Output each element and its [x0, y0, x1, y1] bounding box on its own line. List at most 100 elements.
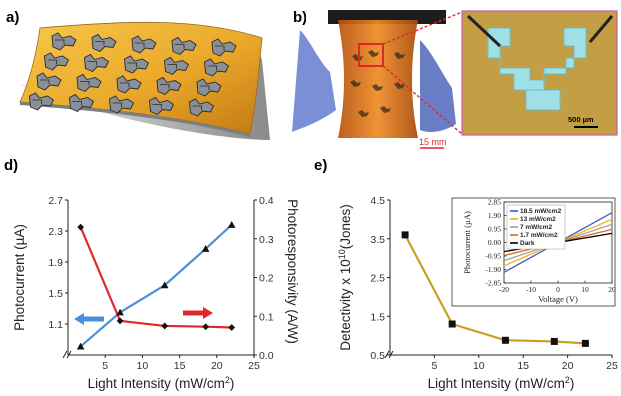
x-tick-label: 25: [248, 360, 260, 372]
x-tick-label: 15: [517, 360, 529, 372]
inset-y-axis-title: Photocurrent (µA): [462, 211, 472, 274]
film-device: [380, 106, 391, 113]
responsivity-point: [202, 323, 210, 331]
inset-x-tick-label: 20: [608, 285, 616, 294]
device-trace: [135, 42, 145, 47]
photocurrent-point: [227, 221, 236, 228]
device-channel: [525, 89, 561, 111]
detectivity-point: [501, 336, 509, 344]
device-trace: [72, 101, 82, 106]
left-y-tick-label: 1.9: [48, 257, 63, 269]
inset-x-tick-label: 0: [556, 285, 560, 294]
device-trace: [80, 81, 90, 86]
x-tick-label: 10: [473, 360, 485, 372]
panel-b: b) 15 mm 500 µm: [292, 9, 618, 149]
left-y-tick-label: 2.3: [48, 226, 63, 238]
responsivity-point: [161, 322, 169, 330]
right-y-tick-label: 0.2: [259, 273, 274, 285]
inset-y-tick-label: 0.00: [488, 238, 501, 247]
inset-legend-label: 1.7 mW/cm2: [520, 232, 558, 239]
right-y-tick-label: 0.4: [259, 195, 274, 207]
photocurrent-line: [79, 223, 233, 348]
right-y-tick-label: 0.3: [259, 234, 274, 246]
x-tick-label: 20: [562, 360, 574, 372]
y-tick-label: 1.5: [370, 311, 385, 323]
detectivity-point: [550, 337, 558, 345]
scale-bar-main-label: 15 mm: [419, 137, 447, 147]
left-axis-arrow: [74, 313, 104, 325]
axis-break-mark: [62, 350, 72, 359]
micrograph-inset: [461, 10, 618, 136]
y-tick-label: 0.5: [370, 350, 385, 362]
film-device: [394, 82, 405, 89]
detectivity-point: [448, 320, 456, 328]
panel-a: a): [6, 9, 270, 140]
panel-b-label: b): [293, 9, 307, 26]
x-tick-label: 10: [137, 360, 149, 372]
left-y-tick-label: 1.1: [48, 319, 63, 331]
device-trace: [167, 64, 177, 69]
y-axis-title: Detectivity x 1010(Jones): [337, 204, 353, 351]
x-tick-label: 5: [431, 360, 437, 372]
right-y-tick-label: 0.0: [259, 350, 274, 362]
inset-x-tick-label: -10: [526, 285, 536, 294]
inset-y-tick-label: 0.95: [488, 225, 501, 234]
y-tick-label: 2.5: [370, 273, 385, 285]
x-tick-label: 15: [174, 360, 186, 372]
x-tick-label: 20: [211, 360, 223, 372]
device-trace: [127, 62, 137, 67]
y-tick-label: 3.5: [370, 234, 385, 246]
bent-film: [338, 20, 418, 138]
device-trace: [120, 82, 130, 87]
zoom-line-top: [382, 11, 463, 45]
photocurrent-point: [116, 308, 124, 316]
inset-y-tick-label: 2.85: [488, 198, 501, 207]
zoom-line-bottom: [382, 65, 463, 135]
device-array: [29, 32, 237, 117]
device-trace: [55, 39, 65, 44]
right-axis-arrow: [183, 307, 213, 319]
panel-d: d) 5 10 15 20 25 1.1 1.5 1.9 2.3 2.7 0.0 0.1 0.2 0.3 0…: [4, 157, 300, 391]
responsivity-point: [77, 223, 85, 231]
device-trace: [87, 61, 97, 66]
inset-legend-label: Dark: [520, 240, 535, 247]
device-trace: [192, 105, 202, 110]
inset-x-tick-label: 10: [581, 285, 589, 294]
probe-tip-left: [466, 14, 502, 48]
right-y-axis-title: Photoresponsivity (A/W): [285, 199, 300, 344]
probe-tip-right: [588, 15, 614, 43]
scale-bar-inset-label: 500 µm: [568, 115, 594, 124]
inset-y-tick-label: -1.90: [485, 265, 501, 274]
film-device: [368, 50, 379, 57]
device-trace: [32, 99, 42, 104]
photocurrent-point: [76, 342, 85, 350]
left-y-tick-label: 2.7: [48, 195, 63, 207]
panel-e: e) 5 10 15 20 25 0.5 1.5 2.5 3.5 4.5 Light Intensi…: [314, 157, 618, 391]
chart-d: 5 10 15 20 25 1.1 1.5 1.9 2.3 2.7 0.0 0.1 0.2 0.3 0.4 L…: [12, 195, 300, 391]
right-y-tick-label: 0.1: [259, 311, 274, 323]
right-glove: [420, 40, 456, 132]
device-trace: [207, 65, 217, 70]
responsivity-point: [228, 324, 236, 331]
film-device: [358, 110, 369, 117]
left-y-axis-title: Photocurrent (µA): [12, 224, 27, 331]
x-tick-label: 5: [102, 360, 108, 372]
chart-e: 5 10 15 20 25 0.5 1.5 2.5 3.5 4.5 Light Intensity …: [337, 195, 618, 391]
film-device: [352, 54, 363, 61]
panel-e-label: e): [314, 157, 327, 174]
inset-y-tick-label: 1.90: [488, 211, 501, 220]
inset-y-tick-label: -0.95: [485, 252, 501, 261]
y-tick-label: 4.5: [370, 195, 385, 207]
photocurrent-point: [201, 245, 210, 252]
responsivity-point: [116, 317, 124, 325]
device-trace: [112, 102, 122, 107]
inset-x-axis-title: Voltage (V): [538, 294, 578, 304]
inset-legend-label: 7 mW/cm2: [520, 224, 553, 231]
film-device: [394, 52, 405, 59]
inset-legend-label: 13 mW/cm2: [520, 216, 556, 223]
left-y-tick-label: 1.5: [48, 288, 63, 300]
film-device: [372, 84, 383, 91]
film-devices: [350, 50, 405, 117]
